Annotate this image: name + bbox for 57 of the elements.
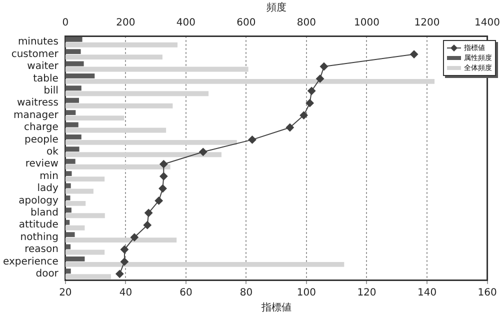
y-tick-label: customer bbox=[11, 48, 60, 60]
y-tick-label: min bbox=[40, 170, 58, 182]
x2-tick-label: 400 bbox=[176, 18, 196, 29]
x2-tick-label: 800 bbox=[296, 18, 316, 29]
x2-axis-title: 頻度 bbox=[266, 2, 286, 14]
x-axis-title: 指標値 bbox=[260, 302, 292, 314]
x-tick-label: 60 bbox=[180, 288, 192, 299]
point bbox=[248, 136, 256, 144]
point bbox=[154, 196, 163, 205]
y-tick-label: waiter bbox=[27, 61, 60, 72]
y-tick-label: apology bbox=[18, 195, 58, 206]
y-tick-label: people bbox=[24, 134, 58, 146]
y-tick-label: charge bbox=[24, 122, 58, 134]
point bbox=[410, 50, 418, 58]
y-tick-label: manager bbox=[13, 110, 60, 121]
x2-tick-label: 600 bbox=[236, 18, 256, 29]
point bbox=[300, 111, 308, 120]
y-tick-label: attitude bbox=[18, 220, 58, 231]
x-tick-label: 80 bbox=[240, 288, 253, 299]
point bbox=[120, 258, 128, 266]
x2-tick-label: 0 bbox=[62, 18, 69, 29]
x-tick-label: 140 bbox=[417, 288, 437, 299]
point bbox=[316, 74, 324, 83]
point bbox=[130, 233, 138, 242]
point bbox=[308, 86, 316, 95]
y-tick-label: review bbox=[25, 158, 58, 170]
x-tick-label: 20 bbox=[59, 288, 72, 299]
x2-tick-label: 1000 bbox=[354, 18, 380, 29]
point bbox=[120, 246, 128, 254]
x-tick-label: 120 bbox=[357, 288, 376, 299]
point bbox=[286, 124, 294, 132]
x-tick-label: 40 bbox=[119, 288, 132, 299]
point bbox=[320, 62, 328, 70]
y-tick-label: bill bbox=[44, 85, 58, 96]
point bbox=[143, 221, 152, 230]
y-tick-label: ok bbox=[46, 146, 59, 158]
y-tick-label: reason bbox=[24, 244, 58, 256]
y-tick-label: experience bbox=[2, 256, 58, 268]
x-tick-label: 160 bbox=[478, 288, 497, 299]
y-tick-label: minutes bbox=[18, 36, 58, 48]
y-tick-label: nothing bbox=[20, 232, 58, 243]
y-tick-label: waitress bbox=[16, 98, 58, 109]
y-tick-label: door bbox=[36, 268, 60, 280]
point bbox=[199, 148, 208, 156]
y-tick-label: bland bbox=[30, 207, 58, 218]
x2-tick-label: 200 bbox=[116, 18, 136, 29]
x2-tick-label: 1400 bbox=[474, 18, 500, 29]
x-tick-label: 100 bbox=[296, 288, 316, 299]
point bbox=[160, 172, 168, 180]
x2-tick-label: 1200 bbox=[414, 18, 440, 29]
point bbox=[144, 208, 153, 217]
y-tick-label: table bbox=[33, 73, 58, 84]
point bbox=[160, 160, 168, 168]
y-tick-label: lady bbox=[37, 183, 59, 194]
point bbox=[306, 99, 314, 108]
point bbox=[158, 184, 167, 192]
point bbox=[116, 270, 124, 278]
